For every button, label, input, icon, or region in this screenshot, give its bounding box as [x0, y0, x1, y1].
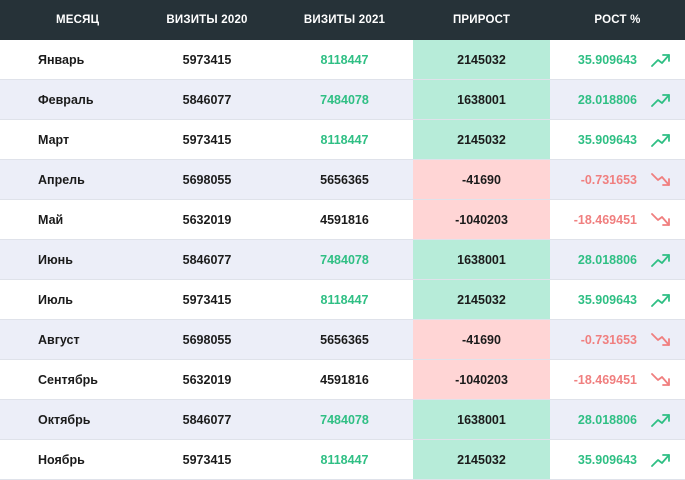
cell-visits-2021: 7484078: [320, 252, 369, 267]
table-row: Март 5973415 8118447 2145032 35.909643: [0, 120, 685, 160]
cell-month: Ноябрь: [38, 452, 85, 467]
cell-visits-2021: 8118447: [320, 452, 369, 467]
cell-visits-2021: 8118447: [320, 292, 369, 307]
cell-visits-2020: 5632019: [182, 372, 232, 387]
cell-month: Июнь: [38, 252, 73, 267]
trending-up-icon: [651, 132, 671, 148]
cell-month: Март: [38, 132, 70, 147]
cell-growth: -41690: [413, 160, 550, 199]
table-row: Январь 5973415 8118447 2145032 35.909643: [0, 40, 685, 80]
column-header-growth[interactable]: ПРИРОСТ: [452, 14, 511, 26]
cell-month: Январь: [38, 52, 85, 67]
trending-up-icon: [651, 412, 671, 428]
cell-visits-2021: 5656365: [320, 172, 369, 187]
cell-visits-2020: 5698055: [182, 332, 232, 347]
trending-down-icon: [651, 172, 671, 188]
cell-growth: 1638001: [413, 400, 550, 439]
table-body: Январь 5973415 8118447 2145032 35.909643 Февр…: [0, 40, 685, 480]
cell-month: Сентябрь: [38, 372, 98, 387]
cell-visits-2021: 8118447: [320, 52, 369, 67]
cell-month: Февраль: [38, 92, 94, 107]
cell-visits-2020: 5846077: [182, 92, 232, 107]
cell-growth-percent: 35.909643: [550, 280, 685, 319]
cell-growth: 2145032: [413, 40, 550, 79]
column-header-visits-2020[interactable]: ВИЗИТЫ 2020: [166, 14, 248, 26]
table-row: Февраль 5846077 7484078 1638001 28.018806: [0, 80, 685, 120]
cell-growth-percent: -18.469451: [550, 360, 685, 399]
trending-down-icon: [651, 372, 671, 388]
table-row: Апрель 5698055 5656365 -41690 -0.731653: [0, 160, 685, 200]
column-header-growth-percent[interactable]: РОСТ %: [594, 14, 641, 26]
cell-growth: 1638001: [413, 80, 550, 119]
trending-down-icon: [651, 332, 671, 348]
cell-visits-2020: 5846077: [182, 412, 232, 427]
cell-visits-2021: 5656365: [320, 332, 369, 347]
growth-percent-value: 35.909643: [577, 452, 637, 467]
trending-down-icon: [651, 212, 671, 228]
cell-visits-2020: 5632019: [182, 212, 232, 227]
cell-month: Октябрь: [38, 412, 91, 427]
cell-visits-2020: 5973415: [182, 452, 232, 467]
table-row: Май 5632019 4591816 -1040203 -18.469451: [0, 200, 685, 240]
table-row: Июнь 5846077 7484078 1638001 28.018806: [0, 240, 685, 280]
cell-month: Май: [38, 212, 64, 227]
cell-growth: 2145032: [413, 440, 550, 479]
table-row: Ноябрь 5973415 8118447 2145032 35.909643: [0, 440, 685, 480]
table-row: Август 5698055 5656365 -41690 -0.731653: [0, 320, 685, 360]
cell-visits-2020: 5846077: [182, 252, 232, 267]
growth-percent-value: 28.018806: [577, 92, 637, 107]
cell-growth-percent: 35.909643: [550, 40, 685, 79]
growth-percent-value: -18.469451: [573, 372, 637, 387]
trending-up-icon: [651, 52, 671, 68]
trending-up-icon: [651, 92, 671, 108]
growth-percent-value: -0.731653: [580, 332, 637, 347]
cell-visits-2021: 4591816: [320, 212, 369, 227]
cell-growth-percent: -0.731653: [550, 160, 685, 199]
trending-up-icon: [651, 452, 671, 468]
cell-visits-2021: 7484078: [320, 412, 369, 427]
cell-growth: 1638001: [413, 240, 550, 279]
growth-percent-value: 28.018806: [577, 412, 637, 427]
cell-growth: -1040203: [413, 200, 550, 239]
cell-growth: -1040203: [413, 360, 550, 399]
cell-visits-2021: 8118447: [320, 132, 369, 147]
cell-growth-percent: 28.018806: [550, 80, 685, 119]
table-row: Сентябрь 5632019 4591816 -1040203 -18.469451: [0, 360, 685, 400]
cell-visits-2020: 5973415: [182, 132, 232, 147]
growth-percent-value: 35.909643: [577, 132, 637, 147]
cell-visits-2021: 7484078: [320, 92, 369, 107]
cell-growth: -41690: [413, 320, 550, 359]
growth-percent-value: 35.909643: [577, 292, 637, 307]
growth-percent-value: -0.731653: [580, 172, 637, 187]
trending-up-icon: [651, 252, 671, 268]
cell-visits-2021: 4591816: [320, 372, 369, 387]
cell-visits-2020: 5973415: [182, 52, 232, 67]
growth-percent-value: -18.469451: [573, 212, 637, 227]
table-row: Июль 5973415 8118447 2145032 35.909643: [0, 280, 685, 320]
column-header-month[interactable]: МЕСЯЦ: [56, 14, 100, 26]
table-header: МЕСЯЦ ВИЗИТЫ 2020 ВИЗИТЫ 2021 ПРИРОСТ РО…: [0, 0, 685, 40]
cell-growth-percent: 35.909643: [550, 120, 685, 159]
growth-percent-value: 28.018806: [577, 252, 637, 267]
cell-month: Август: [38, 332, 80, 347]
cell-growth-percent: 28.018806: [550, 240, 685, 279]
cell-visits-2020: 5698055: [182, 172, 232, 187]
cell-growth-percent: -0.731653: [550, 320, 685, 359]
cell-growth-percent: 35.909643: [550, 440, 685, 479]
table-row: Октябрь 5846077 7484078 1638001 28.018806: [0, 400, 685, 440]
cell-month: Июль: [38, 292, 73, 307]
cell-growth-percent: -18.469451: [550, 200, 685, 239]
cell-growth: 2145032: [413, 280, 550, 319]
cell-month: Апрель: [38, 172, 85, 187]
cell-visits-2020: 5973415: [182, 292, 232, 307]
cell-growth-percent: 28.018806: [550, 400, 685, 439]
column-header-visits-2021[interactable]: ВИЗИТЫ 2021: [303, 14, 386, 26]
cell-growth: 2145032: [413, 120, 550, 159]
trending-up-icon: [651, 292, 671, 308]
growth-percent-value: 35.909643: [577, 52, 637, 67]
